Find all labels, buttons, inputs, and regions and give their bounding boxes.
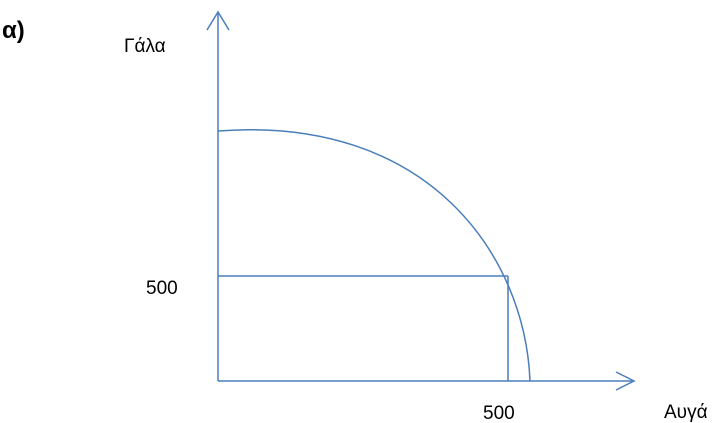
y-axis-arrowhead: [206, 10, 230, 31]
part-label: α): [2, 17, 25, 44]
y-axis-label: Γάλα: [124, 36, 166, 57]
x-marker-label: 500: [483, 403, 515, 423]
x-axis-arrowhead: [615, 371, 636, 391]
x-axis-label: Αυγά: [664, 402, 708, 423]
ppf-curve: [217, 129, 531, 382]
y-marker-label: 500: [146, 278, 178, 299]
